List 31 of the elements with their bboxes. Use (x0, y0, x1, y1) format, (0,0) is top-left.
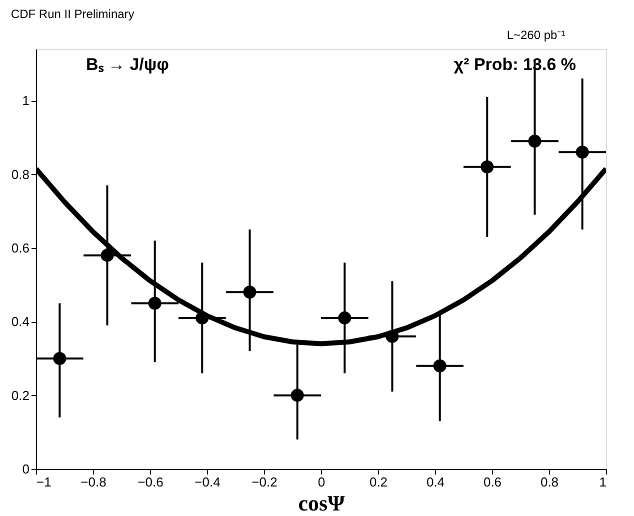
x-tick-label: 0.4 (426, 474, 445, 490)
point (433, 359, 446, 372)
point (576, 146, 589, 159)
annotation: Bₛ → J/ψφ (86, 55, 169, 74)
point (480, 160, 494, 174)
y-tick-label: 0.6 (11, 240, 30, 256)
x-axis-title: cosΨ (298, 490, 346, 516)
x-tick-label: −0.8 (80, 474, 106, 490)
text: L~260 pb⁻¹ (506, 28, 566, 42)
point (290, 388, 304, 402)
x-tick-label: −0.2 (252, 474, 278, 490)
point (528, 134, 542, 148)
x-tick-label: 1 (599, 474, 606, 490)
y-tick-label: 1 (22, 93, 30, 108)
point (100, 248, 114, 262)
x-tick-label: 0 (318, 474, 326, 490)
point (338, 311, 352, 324)
x-tick-label: −0.4 (194, 474, 220, 490)
chart-title: CDF Run II Preliminary (10, 7, 134, 21)
point (53, 352, 66, 365)
point (148, 296, 162, 310)
y-tick-label: 0.8 (11, 166, 30, 182)
y-tick-label: 0 (22, 462, 30, 476)
y-tick-label: 0.4 (11, 314, 30, 330)
x-tick-label: 0.8 (540, 474, 559, 490)
y-tick-label: 0.2 (11, 388, 30, 403)
x-tick-label: 0.6 (483, 474, 502, 490)
x-tick-label: −1 (36, 474, 52, 490)
x-tick-label: 0.2 (369, 474, 388, 490)
point (243, 286, 256, 299)
x-tick-label: −0.6 (138, 474, 164, 490)
